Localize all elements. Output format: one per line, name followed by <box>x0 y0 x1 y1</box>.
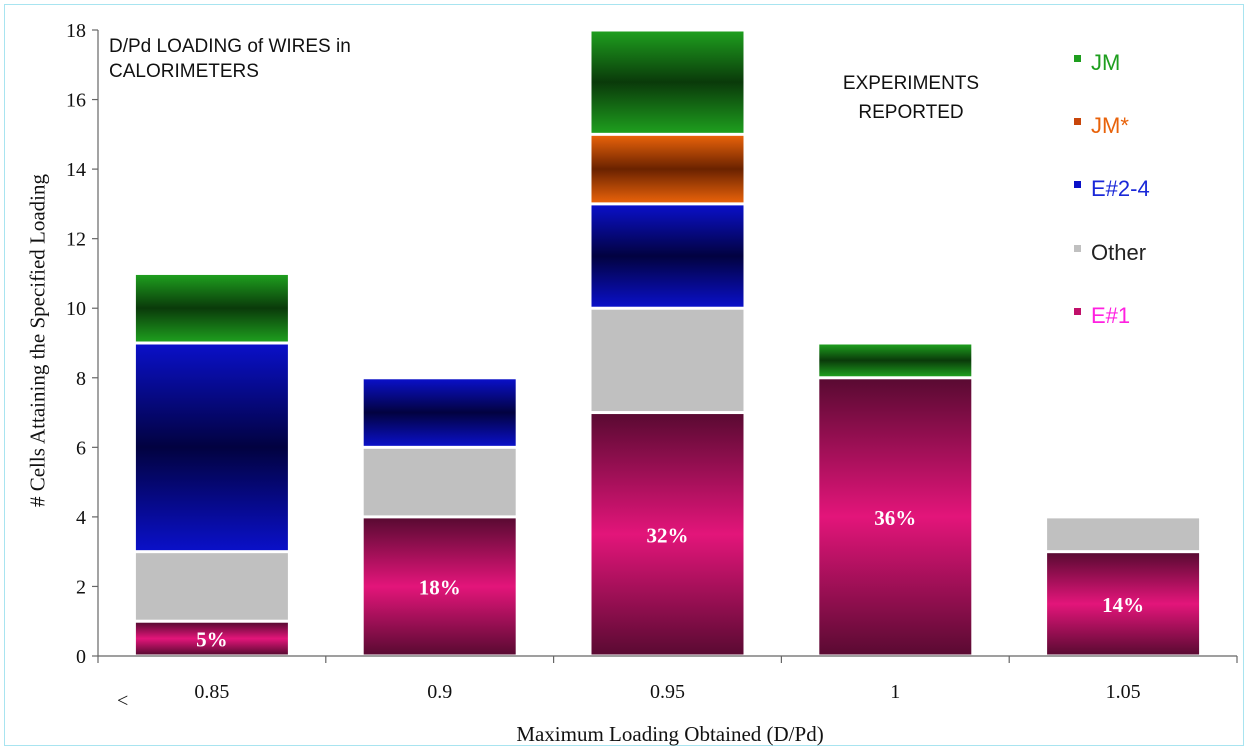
bar-e-1-1.05 <box>1047 553 1200 655</box>
bar-jm-0.95 <box>591 31 744 133</box>
bar-other-1.05 <box>1047 518 1200 551</box>
bar-other-0.9 <box>363 448 516 516</box>
x-axis-label: Maximum Loading Obtained (D/Pd) <box>516 722 824 746</box>
bar-e-2-4-0.85 <box>135 344 288 551</box>
data-label: 36% <box>874 506 916 530</box>
bar-jm--0.95 <box>591 135 744 203</box>
x-tick-label: 1.05 <box>1106 681 1141 703</box>
data-label: 5% <box>196 628 228 652</box>
y-axis-label: # Cells Attaining the Specified Loading <box>25 173 50 508</box>
y-tick-label: 12 <box>66 229 86 251</box>
y-tick-label: 4 <box>76 507 86 529</box>
legend-label: JM* <box>1091 113 1129 138</box>
data-label: 18% <box>419 575 461 599</box>
x-axis-prefix: < <box>117 690 129 712</box>
legend-label: Other <box>1091 240 1147 265</box>
legend-swatch <box>1074 180 1081 188</box>
bar-e-2-4-0.95 <box>591 205 744 307</box>
legend-label: JM <box>1091 50 1121 75</box>
legend-item: E#1 <box>1074 303 1130 329</box>
chart-subtitle: EXPERIMENTS REPORTED <box>842 73 980 123</box>
x-tick-label: 0.9 <box>427 681 452 703</box>
bar-e-1-0.95 <box>591 414 744 655</box>
y-tick-label: 2 <box>76 576 86 598</box>
legend-label: E#2-4 <box>1091 176 1150 201</box>
bar-e-1-0.9 <box>363 518 516 655</box>
legend-swatch <box>1074 117 1081 125</box>
chart-frame <box>4 4 1244 746</box>
y-tick-label: 16 <box>66 90 86 112</box>
y-tick-label: 8 <box>76 368 86 390</box>
legend-label: E#1 <box>1091 303 1131 328</box>
y-tick-label: 14 <box>66 159 86 181</box>
legend-swatch <box>1074 244 1081 252</box>
bar-jm-0.85 <box>135 274 288 342</box>
x-tick-label: 1 <box>890 681 900 703</box>
data-label: 32% <box>647 523 689 547</box>
legend-item: JM* <box>1074 113 1129 139</box>
bar-other-0.95 <box>591 309 744 412</box>
bar-jm-1 <box>819 344 972 377</box>
bar-e-2-4-0.9 <box>363 379 516 446</box>
legend-item: Other <box>1074 240 1146 266</box>
chart-title: D/Pd LOADING of WIRES in CALORIMETERS <box>109 36 351 82</box>
x-tick-label: 0.95 <box>650 681 685 703</box>
bar-e-1-0.85 <box>135 622 288 655</box>
x-tick-label: 0.85 <box>194 681 229 703</box>
bar-other-0.85 <box>135 553 288 620</box>
legend-item: JM <box>1074 50 1120 76</box>
bar-e-1-1 <box>819 379 972 655</box>
legend-swatch <box>1074 54 1081 62</box>
legend-item: E#2-4 <box>1074 176 1150 202</box>
data-label: 14% <box>1102 593 1144 617</box>
y-tick-label: 0 <box>76 646 86 668</box>
y-tick-label: 10 <box>66 298 86 320</box>
y-tick-label: 18 <box>66 20 86 42</box>
legend-swatch <box>1074 307 1081 315</box>
y-tick-label: 6 <box>76 437 86 459</box>
